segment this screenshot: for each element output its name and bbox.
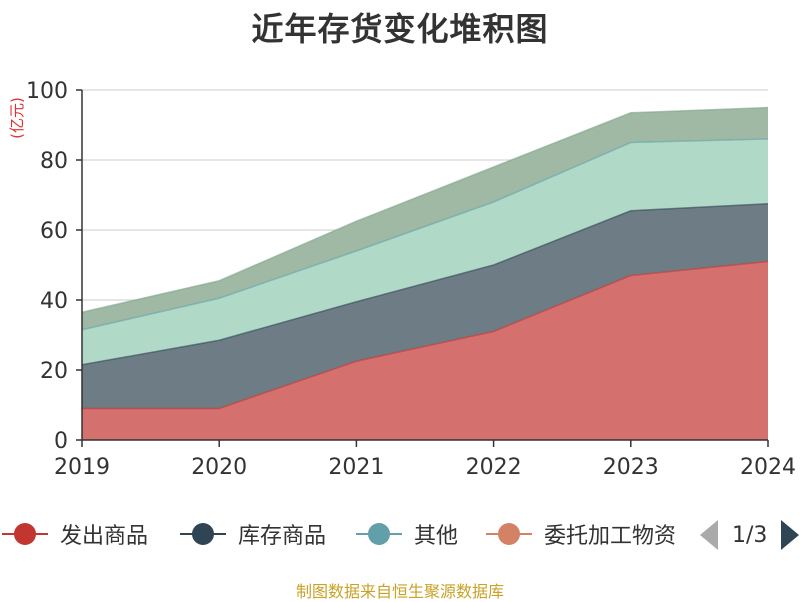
pager-next-icon[interactable] [781, 520, 800, 550]
area-series-1 [82, 203, 768, 409]
x-tick-label: 2020 [191, 455, 247, 480]
legend-label: 其他 [414, 524, 459, 549]
legend-pager: 1/3 [700, 518, 800, 552]
y-tick-label: 40 [40, 289, 68, 314]
y-tick-label: 0 [54, 429, 68, 454]
legend-item-1[interactable]: 库存商品 [180, 514, 326, 554]
legend: 发出商品 库存商品 其他 委托加工物资 [0, 514, 800, 554]
y-tick-label: 20 [40, 359, 68, 384]
legend-marker-icon [356, 522, 402, 546]
series-line-1 [81, 203, 769, 366]
y-tick-label: 100 [26, 79, 68, 104]
legend-label: 发出商品 [60, 524, 149, 549]
y-tick-label: 80 [40, 149, 68, 174]
x-tick-label: 2019 [54, 455, 110, 480]
pager-indicator: 1/3 [732, 522, 768, 548]
legend-label: 库存商品 [238, 524, 327, 549]
chart-title: 近年存货变化堆积图 [251, 10, 549, 48]
legend-marker-icon [486, 522, 532, 546]
pager-prev-icon[interactable] [700, 520, 718, 550]
x-tick-label: 2024 [740, 455, 796, 480]
y-tick-label: 60 [40, 219, 68, 244]
series-line-0 [82, 260, 769, 410]
y-axis-label: (亿元) [8, 97, 26, 139]
legend-label: 委托加工物资 [544, 524, 677, 549]
data-source-note: 制图数据来自恒生聚源数据库 [295, 582, 504, 601]
area-series-3 [82, 107, 768, 330]
series-line-2 [81, 138, 769, 331]
x-tick-label: 2021 [328, 455, 384, 480]
area-series-2 [82, 139, 768, 365]
legend-marker-icon [180, 522, 226, 546]
legend-item-2[interactable]: 其他 [356, 514, 458, 554]
series-line-3 [81, 106, 769, 313]
legend-item-0[interactable]: 发出商品 [2, 514, 148, 554]
legend-marker-icon [2, 522, 48, 546]
area-series-0 [82, 261, 768, 440]
x-tick-label: 2022 [466, 455, 522, 480]
legend-item-3[interactable]: 委托加工物资 [486, 514, 676, 554]
x-tick-label: 2023 [603, 455, 659, 480]
